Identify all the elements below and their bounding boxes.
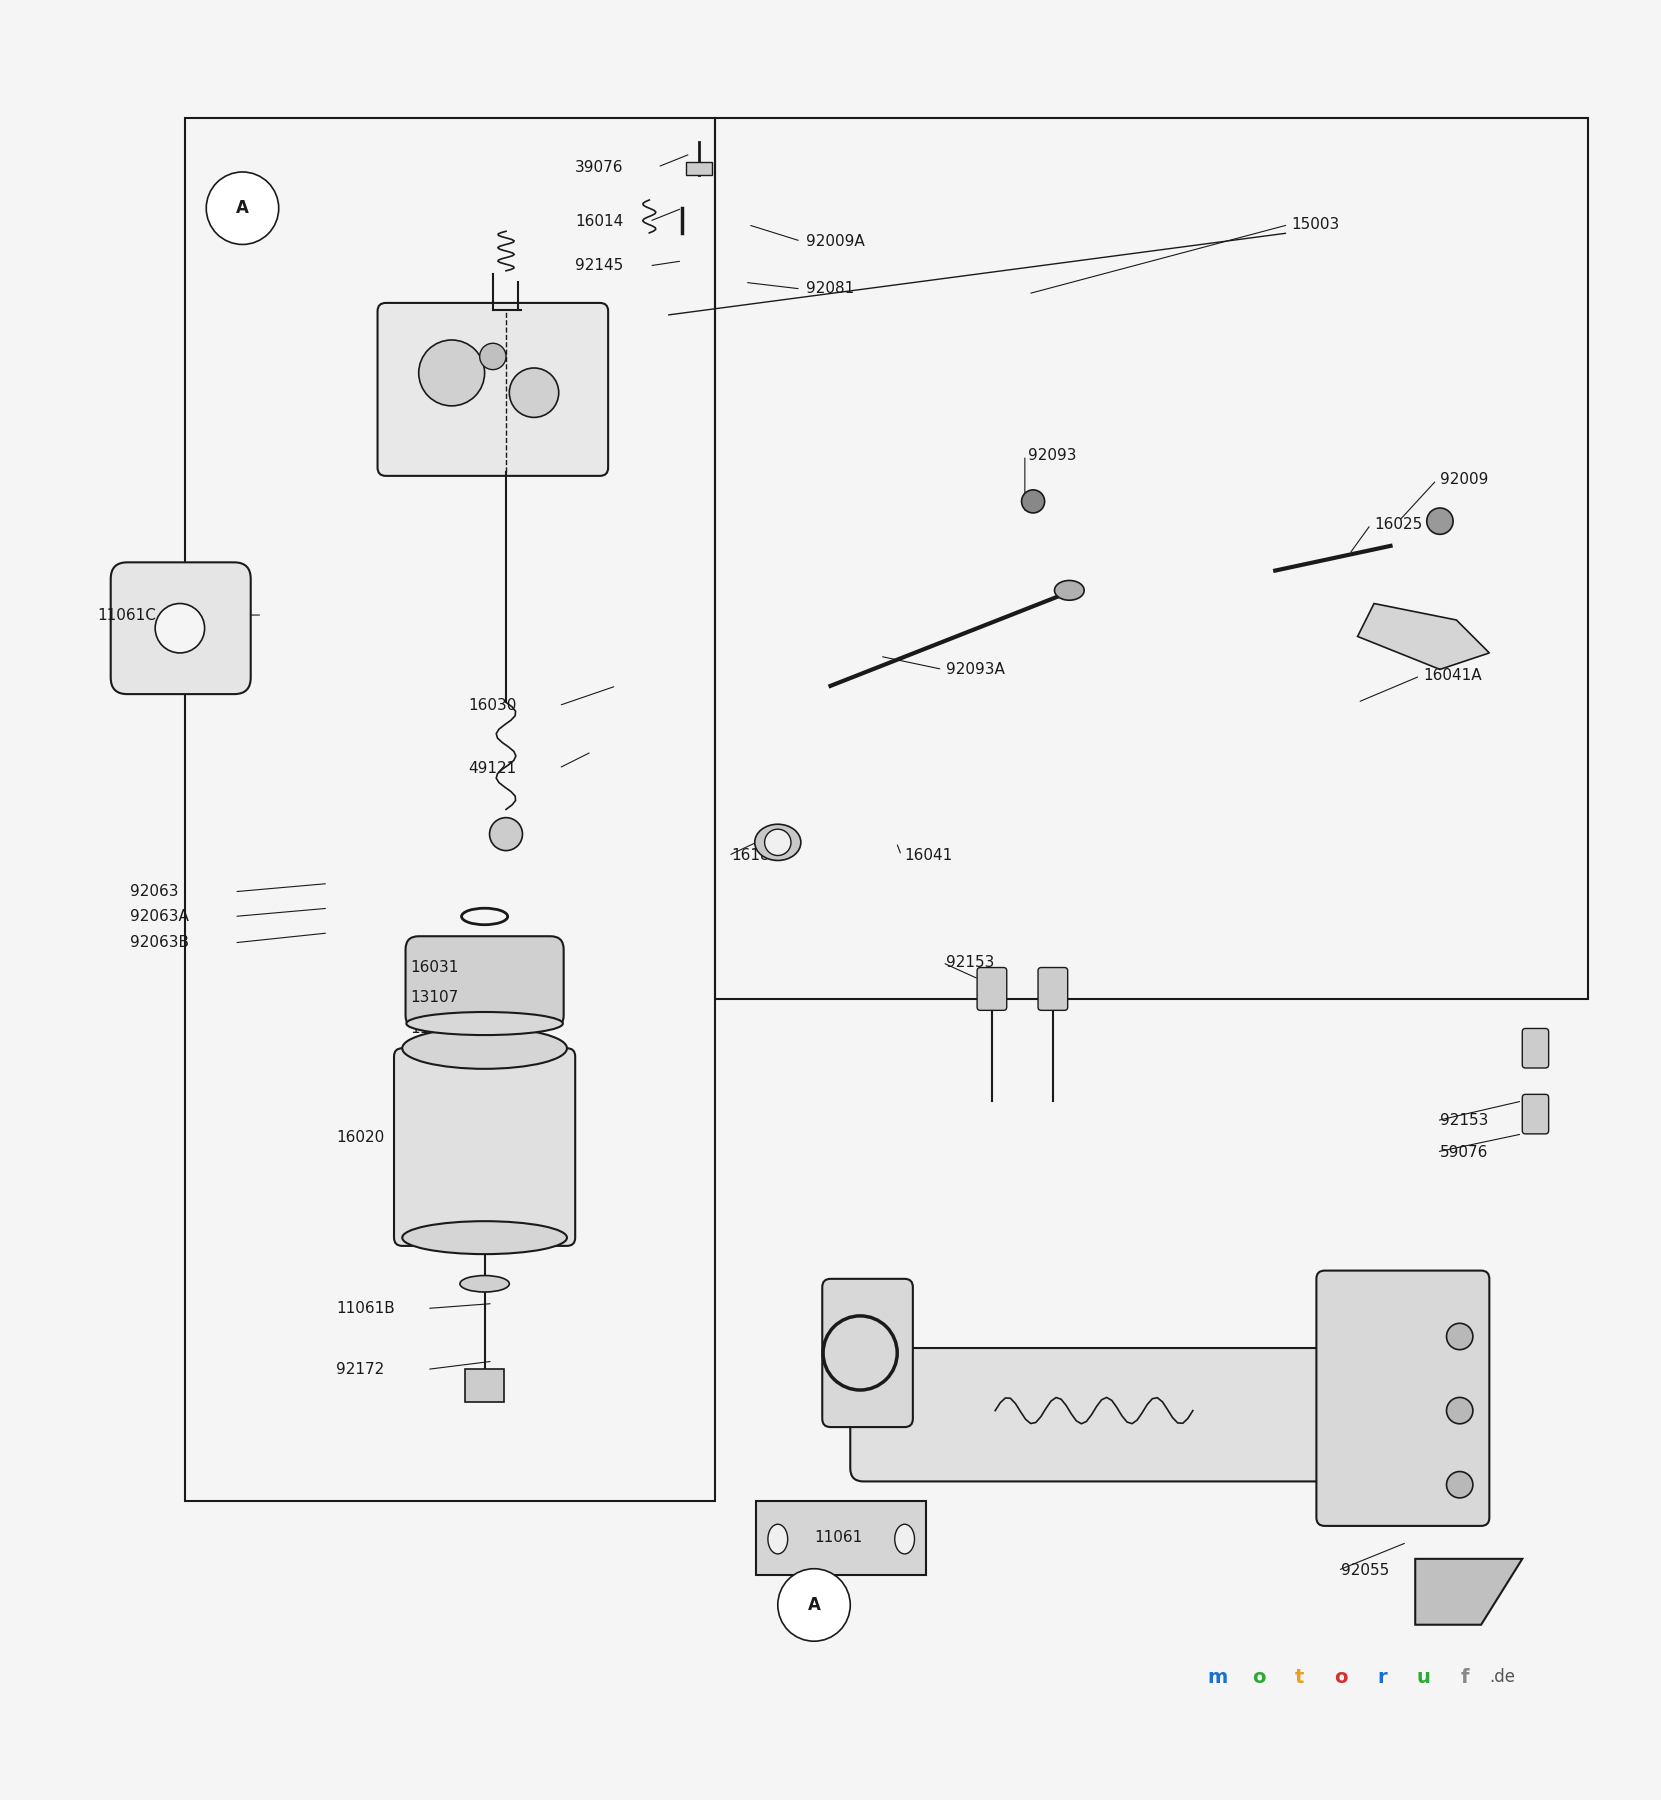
Polygon shape xyxy=(1415,1559,1521,1625)
Text: 92153: 92153 xyxy=(1440,1112,1488,1129)
FancyBboxPatch shape xyxy=(405,936,563,1028)
FancyBboxPatch shape xyxy=(822,1278,914,1427)
Ellipse shape xyxy=(402,1220,566,1255)
Ellipse shape xyxy=(1055,580,1085,599)
Text: 39076: 39076 xyxy=(575,160,623,175)
Text: 13107: 13107 xyxy=(410,990,458,1004)
Circle shape xyxy=(419,340,485,405)
Circle shape xyxy=(1022,490,1045,513)
Text: A: A xyxy=(807,1597,821,1615)
Text: 11061C: 11061C xyxy=(98,608,156,623)
FancyBboxPatch shape xyxy=(1317,1271,1490,1526)
Text: 16031: 16031 xyxy=(410,959,458,976)
Text: 92009: 92009 xyxy=(1440,472,1488,488)
FancyBboxPatch shape xyxy=(686,162,713,175)
Text: 16020: 16020 xyxy=(337,1130,385,1145)
Text: 16014: 16014 xyxy=(575,214,623,229)
Text: 92055: 92055 xyxy=(1340,1562,1389,1579)
Ellipse shape xyxy=(407,1012,563,1035)
Circle shape xyxy=(1427,508,1453,535)
Text: .de: .de xyxy=(1490,1669,1515,1687)
Text: A: A xyxy=(236,200,249,218)
Text: 59076: 59076 xyxy=(1440,1145,1488,1159)
Text: 92153: 92153 xyxy=(945,956,995,970)
Ellipse shape xyxy=(767,1525,787,1553)
Text: 16041: 16041 xyxy=(905,848,953,862)
Text: m: m xyxy=(1208,1669,1227,1687)
Text: o: o xyxy=(1252,1669,1266,1687)
Ellipse shape xyxy=(895,1525,915,1553)
Text: 11061B: 11061B xyxy=(337,1301,395,1316)
Text: 16186: 16186 xyxy=(733,848,781,862)
Text: t: t xyxy=(1296,1669,1304,1687)
Circle shape xyxy=(1447,1323,1473,1350)
Text: 92063A: 92063A xyxy=(131,909,189,923)
Text: 15003: 15003 xyxy=(1292,218,1340,232)
Ellipse shape xyxy=(402,1028,566,1069)
Text: 92145: 92145 xyxy=(575,259,623,274)
Text: 16025: 16025 xyxy=(1374,517,1422,533)
Ellipse shape xyxy=(154,603,204,653)
FancyBboxPatch shape xyxy=(977,968,1007,1010)
Text: 92093A: 92093A xyxy=(945,662,1005,677)
Text: 16030: 16030 xyxy=(468,698,517,713)
Text: 11061A: 11061A xyxy=(410,1021,468,1037)
FancyBboxPatch shape xyxy=(850,1348,1337,1481)
Polygon shape xyxy=(1357,603,1490,670)
Circle shape xyxy=(1447,1472,1473,1498)
Text: 16041A: 16041A xyxy=(1423,668,1482,684)
Circle shape xyxy=(1447,1397,1473,1424)
FancyBboxPatch shape xyxy=(1521,1028,1548,1067)
FancyBboxPatch shape xyxy=(111,562,251,695)
FancyBboxPatch shape xyxy=(1521,1094,1548,1134)
Text: f: f xyxy=(1460,1669,1468,1687)
Text: o: o xyxy=(1334,1669,1347,1687)
Text: 92081: 92081 xyxy=(806,281,854,297)
Text: 92055: 92055 xyxy=(864,1307,912,1321)
Text: 92093: 92093 xyxy=(1028,448,1076,463)
Circle shape xyxy=(490,817,523,851)
Circle shape xyxy=(777,1570,850,1642)
Text: 92063B: 92063B xyxy=(131,936,189,950)
Text: 92172: 92172 xyxy=(337,1363,385,1377)
Ellipse shape xyxy=(754,824,801,860)
Circle shape xyxy=(764,830,791,855)
Text: r: r xyxy=(1377,1669,1387,1687)
Polygon shape xyxy=(756,1501,927,1575)
Text: u: u xyxy=(1417,1669,1430,1687)
FancyBboxPatch shape xyxy=(1038,968,1068,1010)
FancyBboxPatch shape xyxy=(394,1048,575,1246)
Text: 92009A: 92009A xyxy=(806,234,864,248)
Text: 92063: 92063 xyxy=(131,884,179,900)
FancyBboxPatch shape xyxy=(465,1370,505,1402)
Ellipse shape xyxy=(460,1276,510,1292)
Text: 49121: 49121 xyxy=(468,761,517,776)
Circle shape xyxy=(510,367,558,418)
Circle shape xyxy=(480,344,507,369)
Circle shape xyxy=(206,173,279,245)
Text: 11061: 11061 xyxy=(814,1530,862,1544)
FancyBboxPatch shape xyxy=(377,302,608,475)
